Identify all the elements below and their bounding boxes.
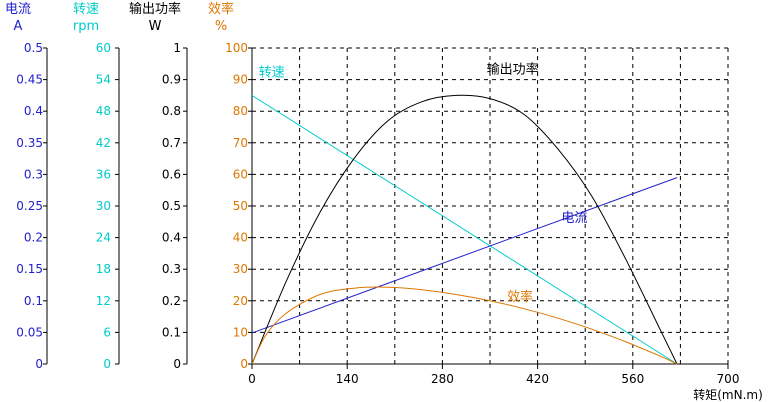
y-axis-title: 电流 [5,2,31,17]
y-tick-label: 80 [233,104,248,118]
y-tick-label: 0 [240,357,248,371]
y-tick-label: 42 [96,136,111,150]
y-tick-label: 30 [96,199,111,213]
y-tick-label: 0.5 [162,199,181,213]
y-tick-label: 0.15 [16,262,43,276]
y-tick-label: 0.05 [16,325,43,339]
y-axis-title: 效率 [208,1,234,17]
y-tick-label: 0.25 [16,199,43,213]
y-tick-label: 36 [96,167,111,181]
x-tick-label: 420 [526,372,549,386]
y-tick-label: 24 [96,231,111,245]
series-line-转速 [251,94,678,365]
series-line-效率 [251,286,678,365]
y-tick-label: 0.4 [24,104,43,118]
y-tick-label: 10 [233,325,248,339]
y-tick-label: 0.4 [162,231,181,245]
y-tick-label: 0.3 [162,262,181,276]
y-tick-label: 0.45 [16,73,43,87]
y-tick-label: 100 [225,41,248,55]
y-tick-label: 20 [233,294,248,308]
series-annotation: 电流 [561,211,587,226]
y-tick-label: 0.2 [162,294,181,308]
y-axis-unit: A [14,19,23,34]
x-axis-label: 转矩(mN.m) [693,387,763,402]
y-axis-title: 输出功率 [129,1,181,17]
y-tick-label: 0.1 [24,294,43,308]
y-tick-label: 48 [96,104,111,118]
y-tick-label: 12 [96,294,111,308]
y-tick-label: 0.5 [24,41,43,55]
y-tick-label: 0.2 [24,231,43,245]
y-tick-label: 90 [233,73,248,87]
y-tick-label: 1 [173,41,181,55]
series-annotation: 转速 [259,65,285,80]
y-tick-label: 0.1 [162,325,181,339]
y-axis-unit: rpm [73,19,99,34]
y-tick-label: 40 [233,231,248,245]
y-tick-label: 30 [233,262,248,276]
series-line-输出功率 [251,94,678,365]
y-tick-label: 18 [96,262,111,276]
y-tick-label: 0.8 [162,104,181,118]
y-tick-label: 0.35 [16,136,43,150]
x-tick-label: 560 [621,372,644,386]
y-axis-unit: W [149,19,162,34]
series-line-电流 [251,177,678,334]
x-tick-label: 140 [336,372,359,386]
y-tick-label: 0.6 [162,167,181,181]
y-tick-label: 60 [96,41,111,55]
y-tick-label: 60 [233,167,248,181]
y-tick-label: 0.7 [162,136,181,150]
y-tick-label: 0 [35,357,43,371]
y-axis-unit: % [215,19,227,34]
x-tick-label: 280 [431,372,454,386]
y-tick-label: 54 [96,73,111,87]
x-tick-label: 700 [717,372,740,386]
y-tick-label: 6 [103,325,111,339]
series-annotation: 输出功率 [487,61,539,77]
y-tick-label: 0.3 [24,167,43,181]
y-tick-label: 70 [233,136,248,150]
y-tick-label: 0 [173,357,181,371]
y-axis-title: 转速 [73,2,99,17]
x-tick-label: 0 [248,372,256,386]
y-tick-label: 0 [103,357,111,371]
y-tick-label: 0.9 [162,73,181,87]
y-tick-label: 50 [233,199,248,213]
series-annotation: 效率 [507,289,533,305]
